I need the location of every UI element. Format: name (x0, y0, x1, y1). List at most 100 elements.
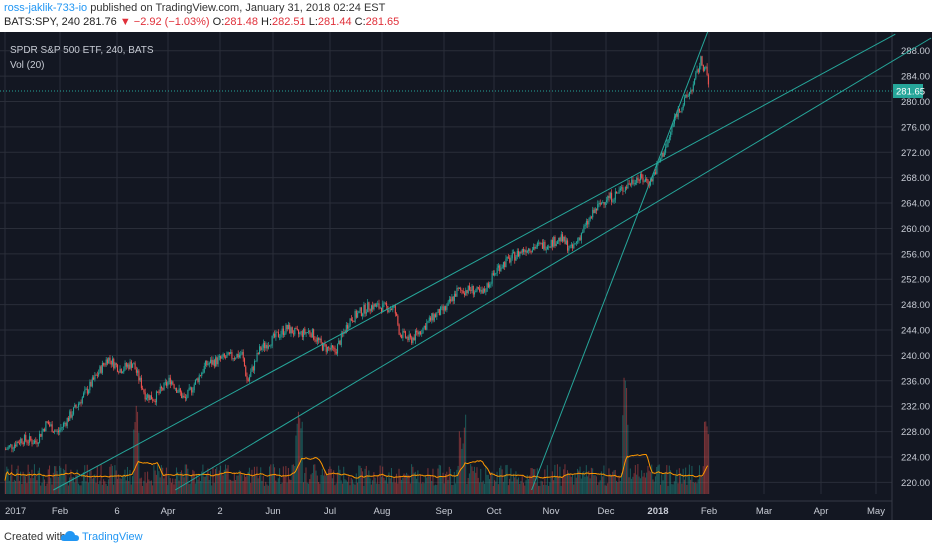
volume-bar (93, 477, 95, 494)
volume-bar (22, 471, 24, 494)
volume-bar (187, 468, 189, 494)
candle-body (662, 152, 664, 157)
volume-bar (261, 480, 263, 494)
volume-bar (610, 474, 612, 494)
volume-bar (402, 477, 404, 494)
volume-bar (600, 471, 602, 494)
volume-bar (222, 475, 224, 494)
y-tick-label: 232.00 (901, 402, 930, 413)
volume-bar (375, 483, 377, 494)
candle-body (33, 440, 36, 444)
candle-body (639, 173, 642, 181)
volume-bar (348, 476, 350, 494)
candle-body (40, 433, 42, 437)
volume-bar (441, 476, 443, 494)
candle-body (41, 430, 43, 437)
candle-body (403, 331, 405, 332)
candle-body (95, 374, 97, 376)
price-chart[interactable]: 220.00 224.00 228.00 232.00 236.00 240.00 244.… (0, 32, 932, 520)
candle-body (533, 246, 535, 250)
candle-body (697, 69, 699, 72)
chart-area[interactable]: 220.00 224.00 228.00 232.00 236.00 240.00 244.… (0, 32, 932, 520)
candle-body (706, 66, 708, 76)
volume-bar (507, 485, 509, 494)
candle-body (517, 251, 520, 257)
candle-body (595, 208, 598, 211)
volume-bar (515, 471, 517, 494)
volume-bar (649, 471, 651, 494)
candle-body (688, 92, 691, 96)
candle-body (247, 379, 249, 381)
tradingview-brand-link[interactable]: TradingView (82, 531, 143, 543)
volume-bar (419, 474, 421, 494)
candle-body (482, 288, 484, 294)
candle-body (275, 331, 277, 338)
candle-body (148, 394, 150, 401)
candle-body (295, 328, 297, 329)
volume-bar (530, 467, 532, 494)
candle-body (264, 342, 266, 349)
volume-bar (57, 476, 59, 494)
volume-bar (274, 467, 276, 494)
volume-bar (64, 470, 66, 494)
volume-bar (521, 476, 523, 494)
candle-body (433, 314, 435, 321)
candle-body (6, 449, 8, 450)
candle-body (693, 78, 696, 85)
volume-bar (11, 464, 13, 494)
volume-bar (52, 472, 54, 494)
volume-bar (315, 470, 317, 494)
open-value: 281.48 (224, 16, 258, 28)
volume-bar (595, 476, 597, 494)
volume-bar (49, 465, 51, 494)
volume-bar (246, 475, 248, 494)
volume-bar (662, 480, 664, 494)
volume-bar (363, 485, 365, 494)
volume-bar (560, 485, 562, 494)
candle-body (128, 364, 130, 370)
y-tick-label: 276.00 (901, 122, 930, 133)
candle-body (325, 344, 327, 352)
volume-bar (398, 468, 400, 494)
close-value: 281.65 (365, 16, 400, 28)
volume-bar (311, 473, 313, 494)
volume-bar (696, 483, 698, 494)
candle-body (81, 397, 83, 404)
candle-body (49, 424, 51, 426)
candle-body (318, 338, 320, 341)
candle-body (139, 377, 141, 381)
candle-body (621, 187, 623, 189)
tradingview-cloud-icon[interactable] (60, 529, 80, 543)
volume-bar (622, 415, 624, 494)
volume-bar (238, 470, 240, 494)
trendline (53, 33, 896, 491)
volume-bar (66, 482, 68, 494)
candle-body (419, 331, 422, 335)
candle-body (25, 435, 27, 441)
x-tick-label: Jul (324, 506, 336, 517)
volume-bar (96, 465, 98, 494)
volume-bar (101, 484, 103, 494)
candle-body (206, 360, 208, 365)
volume-bar (533, 469, 535, 494)
volume-bar (504, 474, 506, 494)
candle-body (168, 377, 170, 383)
volume-bar (359, 465, 361, 494)
candle-body (642, 177, 644, 182)
candle-body (404, 331, 406, 338)
volume-bar (119, 478, 121, 494)
candle-body (350, 318, 352, 321)
volume-bar (27, 464, 29, 494)
volume-bar (46, 483, 48, 494)
candle-body (230, 352, 232, 354)
volume-bar (23, 475, 25, 494)
author-link[interactable]: ross-jaklik-733-io (4, 2, 88, 14)
volume-bar (174, 478, 176, 494)
candle-body (446, 305, 448, 310)
volume-bar (678, 468, 680, 494)
candle-body (396, 313, 398, 316)
volume-bar (489, 479, 491, 494)
candle-body (605, 200, 608, 202)
candle-body (510, 258, 512, 263)
volume-bar (619, 480, 621, 494)
